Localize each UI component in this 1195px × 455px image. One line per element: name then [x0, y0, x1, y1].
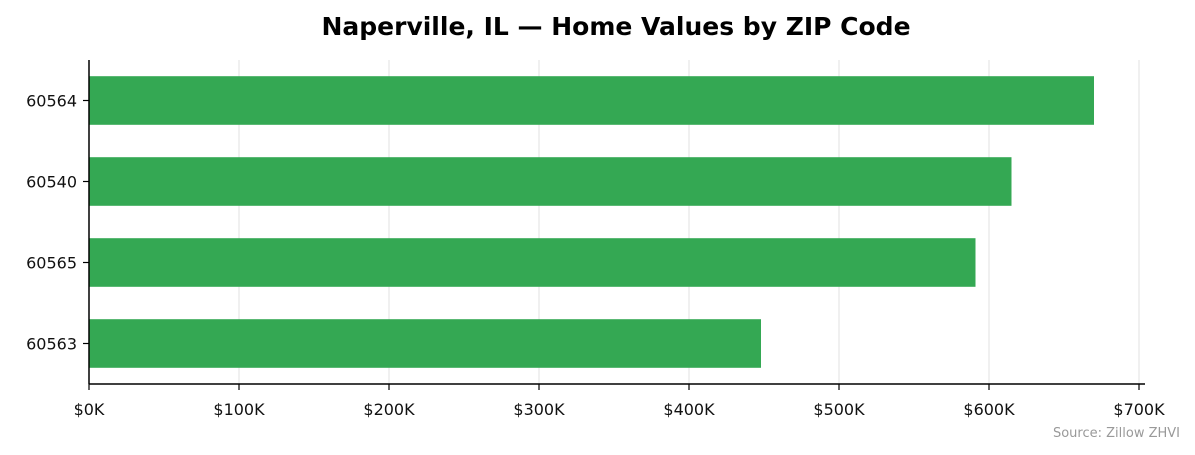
x-tick-label-0: $0K [74, 400, 105, 419]
y-tick-label-60540: 60540 [26, 173, 77, 192]
x-tick-label-3: $300K [513, 400, 565, 419]
bar-60564 [89, 76, 1094, 125]
source-label: Source: Zillow ZHVI [1053, 426, 1180, 441]
y-tick-label-60565: 60565 [26, 254, 77, 273]
x-tick-label-2: $200K [363, 400, 415, 419]
label-layer: 60564 60540 60565 60563 $0K $100K $200K $300K $4… [26, 92, 1165, 420]
bar-layer [89, 76, 1094, 368]
axis-layer [83, 60, 1145, 390]
x-tick-label-1: $100K [213, 400, 265, 419]
chart-title: Naperville, IL — Home Values by ZIP Code [321, 12, 910, 41]
bar-60540 [89, 157, 1012, 206]
x-tick-label-6: $600K [963, 400, 1015, 419]
y-tick-label-60563: 60563 [26, 335, 77, 354]
x-tick-label-4: $400K [663, 400, 715, 419]
bar-60563 [89, 319, 761, 368]
x-tick-label-7: $700K [1113, 400, 1165, 419]
bar-60565 [89, 238, 976, 287]
x-tick-label-5: $500K [813, 400, 865, 419]
y-tick-label-60564: 60564 [26, 92, 77, 111]
